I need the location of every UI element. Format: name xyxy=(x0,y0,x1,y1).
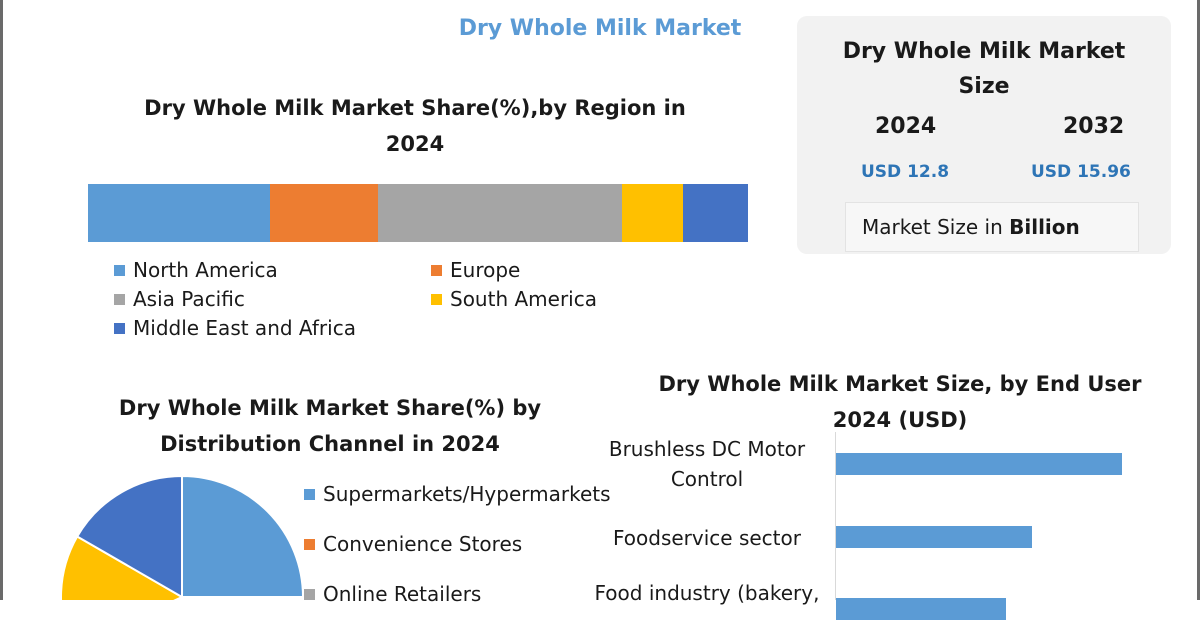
end-user-chart-title-line2: 2024 (USD) xyxy=(832,408,968,432)
legend-swatch xyxy=(431,293,442,305)
legend-label: Asia Pacific xyxy=(133,287,245,311)
end-user-chart-title-line1: Dry Whole Milk Market Size, by End User xyxy=(658,372,1142,396)
category-label-foodservice-sector: Foodservice sector xyxy=(578,523,836,553)
distribution-chart-title-line2: Distribution Channel in 2024 xyxy=(160,432,500,456)
year-2024-label: 2024 xyxy=(875,114,937,139)
pie-slice-1 xyxy=(181,474,305,598)
market-size-title: Dry Whole Milk Market Size xyxy=(797,34,1171,104)
right-frame-border xyxy=(1197,0,1200,600)
legend-label: Supermarkets/Hypermarkets xyxy=(323,482,611,506)
legend-label: Middle East and Africa xyxy=(133,316,356,340)
market-size-card: Dry Whole Milk Market Size 2024 2032 USD… xyxy=(797,16,1171,254)
bar-segment-north-america xyxy=(88,184,270,242)
market-size-unit-box: Market Size in Billion xyxy=(845,202,1139,252)
category-label-food-industry-bakery: Food industry (bakery, xyxy=(578,578,836,608)
legend-swatch xyxy=(114,322,125,334)
pie-legend-item-supermarkets-hypermarkets: Supermarkets/Hypermarkets xyxy=(304,482,611,506)
legend-label: South America xyxy=(450,287,597,311)
distribution-chart-title-line1: Dry Whole Milk Market Share(%) by xyxy=(118,396,542,420)
legend-item-north-america: North America xyxy=(114,258,278,282)
bar-segment-asia-pacific xyxy=(378,184,622,242)
bar-segment-middle-east-and-africa xyxy=(682,184,748,242)
market-size-title-line2: Size xyxy=(958,74,1010,99)
year-2032-label: 2032 xyxy=(1063,114,1125,139)
unit-prefix: Market Size in xyxy=(862,215,1010,239)
legend-item-asia-pacific: Asia Pacific xyxy=(114,287,245,311)
market-size-title-line1: Dry Whole Milk Market xyxy=(842,39,1126,64)
end-user-axis-line xyxy=(835,432,836,600)
pie-slice-2 xyxy=(60,535,185,600)
distribution-pie-chart xyxy=(60,474,305,600)
legend-item-middle-east-and-africa: Middle East and Africa xyxy=(114,316,356,340)
legend-label: Convenience Stores xyxy=(323,532,523,556)
category-label-line: Food industry (bakery, xyxy=(594,581,820,605)
legend-swatch xyxy=(304,588,315,600)
value-2024: USD 12.8 xyxy=(861,162,950,182)
bar-food-industry-bakery xyxy=(836,598,1006,620)
end-user-chart-title: Dry Whole Milk Market Size, by End User … xyxy=(650,366,1150,438)
bar-brushless-dc-motor-control xyxy=(836,453,1122,475)
left-frame-border xyxy=(0,0,3,600)
distribution-chart-title: Dry Whole Milk Market Share(%) by Distri… xyxy=(90,390,570,462)
legend-swatch xyxy=(304,488,315,500)
value-2032: USD 15.96 xyxy=(1031,162,1131,182)
pie-slice-3 xyxy=(75,474,183,599)
legend-swatch xyxy=(304,538,315,550)
category-label-brushless-dc-motor-control: Brushless DC Motor Control xyxy=(578,434,836,494)
pie-legend-item-convenience-stores: Convenience Stores xyxy=(304,532,522,556)
bar-foodservice-sector xyxy=(836,526,1032,548)
unit-bold: Billion xyxy=(1009,215,1080,239)
legend-item-europe: Europe xyxy=(431,258,520,282)
legend-label: Online Retailers xyxy=(323,582,482,606)
page-title: Dry Whole Milk Market xyxy=(458,16,742,41)
category-label-line: Control xyxy=(670,467,744,491)
legend-swatch xyxy=(114,264,125,276)
region-chart-title-line2: 2024 xyxy=(385,132,445,156)
bar-segment-south-america xyxy=(621,184,683,242)
region-chart-title: Dry Whole Milk Market Share(%),by Region… xyxy=(90,90,740,162)
category-label-line: Foodservice sector xyxy=(613,526,801,550)
legend-label: North America xyxy=(133,258,278,282)
pie-legend-item-online-retailers: Online Retailers xyxy=(304,582,481,606)
category-label-line: Brushless DC Motor xyxy=(608,437,806,461)
region-stacked-bar xyxy=(88,184,748,242)
legend-label: Europe xyxy=(450,258,521,282)
legend-swatch xyxy=(114,293,125,305)
legend-item-south-america: South America xyxy=(431,287,597,311)
region-chart-title-line1: Dry Whole Milk Market Share(%),by Region… xyxy=(144,96,686,120)
legend-swatch xyxy=(431,264,442,276)
bar-segment-europe xyxy=(269,184,379,242)
